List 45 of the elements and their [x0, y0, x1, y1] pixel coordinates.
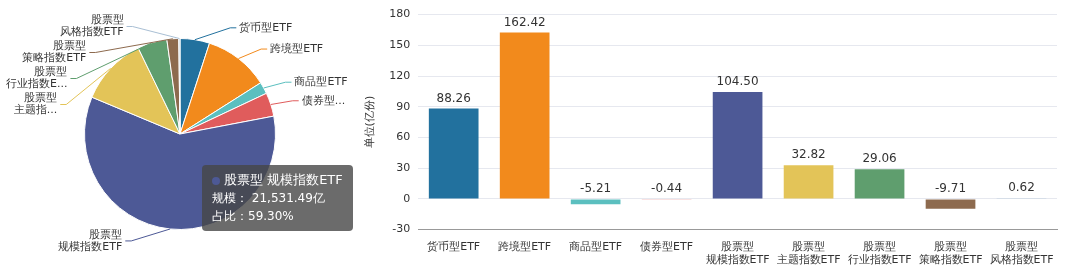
y-tick-label: -30 [392, 222, 411, 236]
bar [428, 108, 479, 199]
data-label: 162.42 [503, 14, 546, 29]
x-tick-label: 股票型策略指数ETF [918, 240, 983, 267]
slice-label: 股票型主题指... [13, 91, 58, 117]
bar [570, 199, 621, 205]
slice-label: 商品型ETF [294, 75, 348, 89]
x-tick-label: 股票型规模指数ETF [705, 240, 770, 267]
x-tick-label: 跨境型ETF [498, 240, 552, 254]
bar [783, 165, 834, 199]
y-axis-title: 单位(亿份) [363, 95, 377, 149]
data-label: 29.06 [862, 151, 897, 166]
text: 规模： 21,531.49亿 [212, 190, 326, 207]
y-tick-label: 90 [396, 99, 411, 113]
x-tick-label: 货币型ETF [427, 240, 481, 254]
x-tick-label: 股票型行业指数ETF [847, 240, 912, 267]
data-label: -5.21 [580, 181, 612, 196]
x-tick-label: 债券型ETF [640, 240, 694, 254]
x-tick-label: 股票型风格指数ETF [989, 240, 1054, 267]
x-tick-label: 商品型ETF [569, 240, 623, 254]
text: 占比：59.30% [212, 208, 295, 225]
data-label: -0.44 [651, 181, 683, 196]
y-tick-label: 60 [396, 130, 411, 144]
data-label: 88.26 [436, 90, 471, 105]
data-label: -9.71 [935, 181, 967, 196]
bar [854, 169, 905, 199]
data-label: 32.82 [791, 147, 826, 162]
slice-label: 跨境型ETF [270, 41, 324, 55]
x-tick-label: 股票型主题指数ETF [776, 240, 841, 267]
text: 股票型 规模指数ETF [224, 172, 343, 187]
data-label: 104.50 [716, 74, 759, 89]
slice-label: 股票型行业指数E... [5, 65, 68, 91]
y-tick-label: 150 [389, 38, 411, 52]
bar [925, 199, 976, 209]
y-tick-label: 0 [403, 191, 411, 205]
slice-label: 股票型策略指数ETF [22, 39, 87, 65]
data-label: 0.62 [1008, 180, 1035, 195]
bar [499, 32, 550, 199]
slice-label: 货币型ETF [239, 20, 293, 34]
y-tick-label: 120 [389, 68, 411, 82]
slice-label: 债券型... [301, 93, 346, 107]
y-tick-label: 180 [389, 7, 411, 21]
bar [712, 91, 763, 199]
y-tick-label: 30 [396, 161, 411, 175]
slice-label: 股票型风格指数ETF [59, 13, 124, 39]
